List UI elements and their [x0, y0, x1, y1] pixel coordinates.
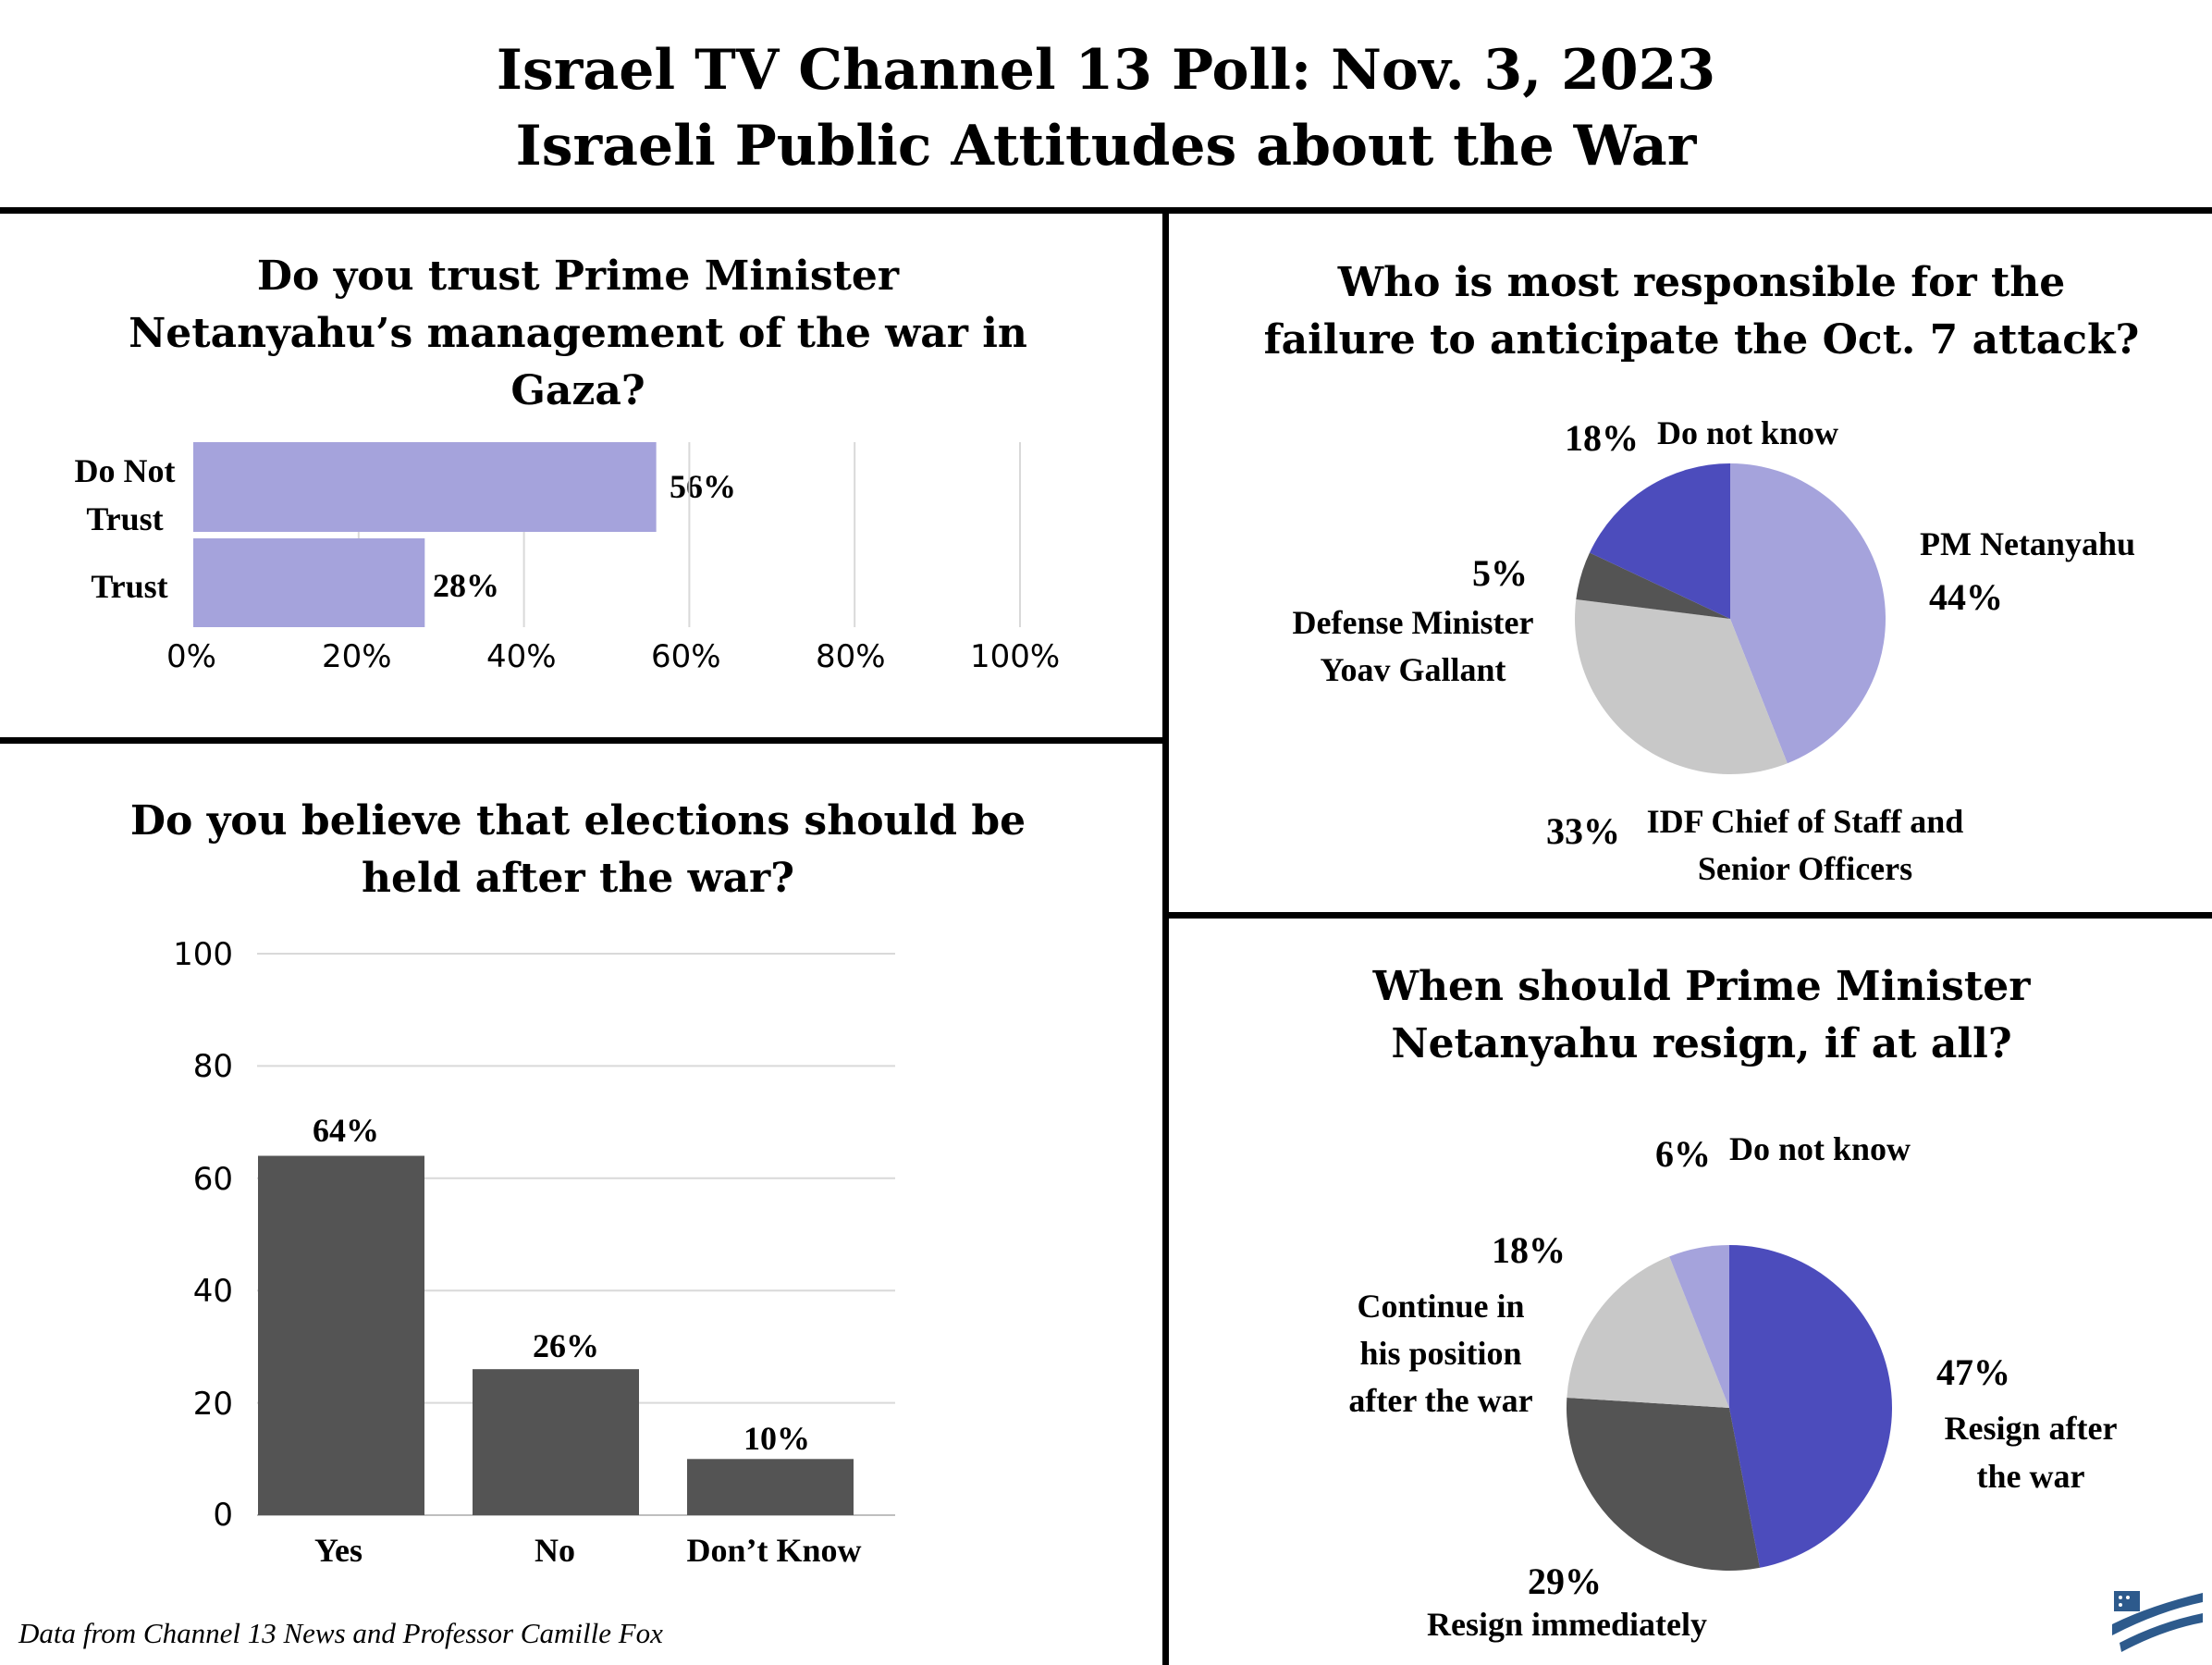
resign-label-continue-line3: after the war: [1348, 1382, 1533, 1419]
resign-question-line1: When should Prime Minister: [1372, 963, 2031, 1010]
elections-question-line2: held after the war?: [361, 855, 794, 902]
elections-bar-0: [258, 1155, 424, 1515]
elections-ytick-20: 20: [192, 1386, 233, 1423]
elections-ytick-40: 40: [192, 1273, 233, 1310]
resign-label-do-not-know: Do not know: [1729, 1130, 1911, 1167]
main-title-line1: Israel TV Channel 13 Poll: Nov. 3, 2023: [496, 38, 1716, 103]
resign-pct-do-not-know: 6%: [1655, 1133, 1711, 1175]
elections-ytick-60: 60: [192, 1161, 233, 1198]
resign-pct-after-war: 47%: [1936, 1351, 2010, 1393]
resign-pct-immediately: 29%: [1528, 1560, 1602, 1602]
trust-bar-0: [193, 442, 657, 532]
vertical-divider: [1162, 214, 1169, 1665]
resign-label-after-war-line1: Resign after: [1944, 1410, 2118, 1447]
resign-label-immediately: Resign immediately: [1427, 1606, 1707, 1643]
resign-pie-slice-0: [1729, 1245, 1892, 1568]
elections-question-line1: Do you believe that elections should be: [129, 797, 1026, 845]
main-title-line2: Israeli Public Attitudes about the War: [515, 114, 1697, 179]
trust-category-do-not-trust-line1: Do Not: [74, 452, 176, 489]
trust-xtick-40: 40%: [486, 638, 557, 675]
responsibility-label-idf-line2: Senior Officers: [1697, 850, 1913, 887]
responsibility-question-line1: Who is most responsible for the: [1337, 259, 2066, 306]
responsibility-label-netanyahu: PM Netanyahu: [1920, 525, 2135, 562]
elections-ytick-0: 0: [213, 1497, 233, 1534]
trust-label-trust: 28%: [433, 567, 499, 604]
responsibility-pct-idf: 33%: [1546, 810, 1620, 852]
resign-pie-slice-1: [1567, 1397, 1760, 1571]
responsibility-pie-slice-0: [1730, 463, 1886, 764]
elections-category-no: No: [535, 1532, 575, 1569]
resign-label-continue-line2: his position: [1359, 1335, 1522, 1372]
left-divider: [0, 737, 1162, 744]
responsibility-pct-gallant: 5%: [1472, 552, 1528, 594]
responsibility-pie-slice-1: [1574, 598, 1788, 775]
responsibility-label-do-not-know: Do not know: [1657, 414, 1839, 451]
trust-bar-1: [193, 538, 425, 627]
responsibility-label-gallant-line1: Defense Minister: [1292, 604, 1534, 641]
responsibility-pct-do-not-know: 18%: [1565, 417, 1639, 459]
resign-question-line2: Netanyahu resign, if at all?: [1391, 1020, 2012, 1067]
responsibility-pct-netanyahu: 44%: [1929, 576, 2003, 618]
trust-xtick-0: 0%: [166, 638, 216, 675]
resign-pct-continue: 18%: [1492, 1229, 1566, 1271]
elections-bar-2: [687, 1459, 854, 1515]
elections-label-dont-know: 10%: [743, 1420, 810, 1457]
trust-xtick-80: 80%: [816, 638, 886, 675]
responsibility-label-gallant-line2: Yoav Gallant: [1320, 651, 1506, 688]
resign-label-after-war-line2: the war: [1976, 1458, 2085, 1495]
elections-label-yes: 64%: [313, 1112, 379, 1149]
trust-label-do-not-trust: 56%: [670, 468, 736, 505]
trust-xtick-60: 60%: [651, 638, 721, 675]
elections-category-dont-know: Don’t Know: [686, 1532, 862, 1569]
trust-question-line3: Gaza?: [510, 367, 645, 414]
trust-question-line1: Do you trust Prime Minister: [256, 253, 900, 300]
resign-pie-slice-2: [1567, 1256, 1729, 1408]
trust-category-trust: Trust: [91, 568, 168, 605]
trust-xtick-20: 20%: [322, 638, 392, 675]
trust-question-line2: Netanyahu’s management of the war in: [129, 310, 1027, 357]
right-divider: [1169, 912, 2212, 919]
elections-ytick-100: 100: [173, 936, 233, 973]
trust-xtick-100: 100%: [970, 638, 1061, 675]
elections-category-yes: Yes: [314, 1532, 363, 1569]
resign-pie-slice-3: [1669, 1245, 1729, 1408]
trust-category-do-not-trust-line2: Trust: [86, 500, 164, 537]
responsibility-pie-slice-3: [1589, 463, 1730, 619]
elections-bar-1: [473, 1369, 639, 1515]
responsibility-label-idf-line1: IDF Chief of Staff and: [1646, 803, 1964, 840]
resign-label-continue-line1: Continue in: [1357, 1288, 1525, 1325]
top-divider: [0, 207, 2212, 214]
source-footnote: Data from Channel 13 News and Professor …: [18, 1617, 663, 1649]
elections-label-no: 26%: [533, 1327, 599, 1364]
responsibility-question-line2: failure to anticipate the Oct. 7 attack?: [1263, 316, 2140, 364]
elections-ytick-80: 80: [192, 1048, 233, 1085]
responsibility-pie-slice-2: [1576, 552, 1730, 619]
